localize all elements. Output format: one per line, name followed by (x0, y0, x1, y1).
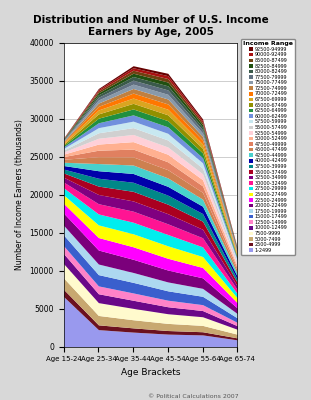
Legend: 92500-94999, 90000-92499, 85000-87499, 82500-84999, 80000-82499, 77500-79999, 75: 92500-94999, 90000-92499, 85000-87499, 8… (241, 39, 295, 255)
X-axis label: Age Brackets: Age Brackets (121, 368, 180, 377)
Text: © Political Calculations 2007: © Political Calculations 2007 (147, 394, 238, 399)
Y-axis label: Number of Income Earners (thousands): Number of Income Earners (thousands) (15, 119, 24, 270)
Title: Distribution and Number of U.S. Income
Earners by Age, 2005: Distribution and Number of U.S. Income E… (33, 15, 268, 37)
